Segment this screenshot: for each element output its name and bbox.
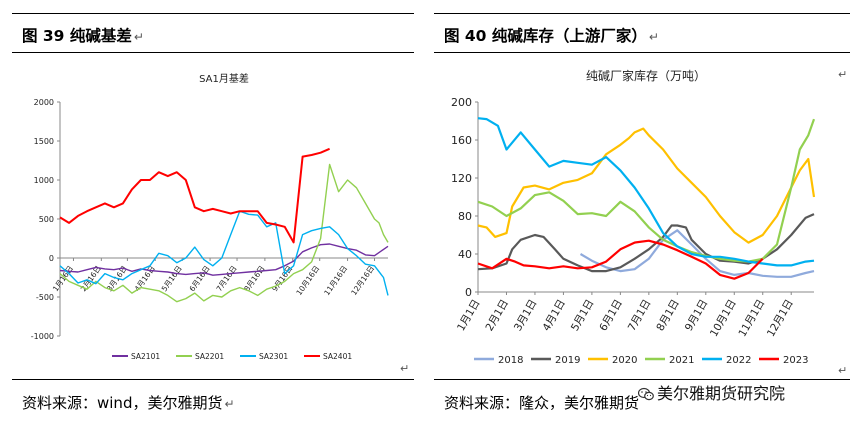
y-tick-label: 0: [465, 286, 472, 299]
series-line-2018: [579, 229, 815, 278]
legend-label-sa2101: SA2101: [131, 352, 160, 361]
y-tick-label: 120: [451, 172, 472, 185]
y-tick-label: 200: [451, 96, 472, 109]
legend-label-2022: 2022: [726, 355, 751, 366]
series-line-2023: [477, 239, 764, 280]
source-rule-left: [12, 379, 414, 380]
figure-40-title: 图 40 纯碱库存（上游厂家） ↵: [444, 24, 659, 46]
series-line-2022: [477, 117, 815, 267]
paragraph-mark-icon: ↵: [838, 364, 848, 377]
series-line-sa2301: [59, 210, 389, 296]
x-tick-label: 8月16日: [242, 264, 266, 293]
x-tick-label: 10月1日: [708, 298, 739, 340]
title-rule-right: [434, 52, 850, 53]
y-tick-label: 1500: [34, 137, 54, 146]
x-tick-label: 5月1日: [569, 298, 597, 334]
figure-39-title-text: 图 39 纯碱基差: [22, 27, 132, 45]
x-tick-label: 2月1日: [483, 298, 511, 334]
legend-label-2021: 2021: [669, 355, 694, 366]
paragraph-mark-icon: ↵: [838, 68, 848, 81]
legend-label-sa2401: SA2401: [323, 352, 352, 361]
y-tick-label: -500: [36, 293, 54, 302]
chart-title: 纯碱厂家库存（万吨）: [586, 68, 706, 83]
x-tick-label: 10月16日: [294, 264, 321, 297]
y-tick-label: 160: [451, 134, 472, 147]
figure-39-title: 图 39 纯碱基差 ↵: [22, 24, 144, 46]
watermark-text: 美尔雅期货研究院: [657, 384, 786, 403]
legend-label-2023: 2023: [783, 355, 808, 366]
x-tick-label: 11月1日: [736, 298, 767, 340]
legend-label-2018: 2018: [498, 355, 523, 366]
series-line-sa2401: [59, 147, 330, 244]
legend-label-2019: 2019: [555, 355, 580, 366]
paragraph-mark-icon: ↵: [648, 30, 659, 44]
x-tick-label: 3月1日: [512, 298, 540, 334]
figure-40-title-text: 图 40 纯碱库存（上游厂家）: [444, 27, 647, 45]
y-tick-label: 0: [49, 254, 54, 263]
source-note-right: 资料来源：隆众，美尔雅期货: [444, 392, 639, 413]
y-tick-label: 40: [458, 248, 472, 261]
source-text: 资料来源：隆众，美尔雅期货: [444, 394, 640, 412]
top-rule-right: [434, 13, 850, 14]
y-tick-label: 1000: [34, 176, 54, 185]
top-rule-left: [12, 13, 414, 14]
x-tick-label: 12月1日: [765, 298, 796, 340]
paragraph-mark-icon: ↵: [224, 397, 235, 411]
series-line-sa2201: [59, 163, 389, 303]
source-text: 资料来源：wind，美尔雅期货: [22, 394, 223, 412]
paragraph-mark-icon: ↵: [400, 362, 410, 375]
inventory-chart: 纯碱厂家库存（万吨） 0 40 80 120 160 200 1月1日 2月1日 3月1日 4月1日…: [451, 68, 816, 366]
x-tick-label: 5月16日: [160, 264, 184, 293]
x-tick-label: 6月1日: [597, 298, 625, 334]
title-rule-left: [12, 52, 414, 53]
y-tick-label: 80: [458, 210, 472, 223]
x-tick-label: 12月16日: [349, 264, 376, 297]
wechat-icon: [638, 387, 654, 401]
chart-title: SA1月基差: [199, 72, 249, 85]
x-tick-label: 6月16日: [188, 264, 212, 293]
legend-label-sa2201: SA2201: [195, 352, 224, 361]
x-tick-label: 7月1日: [626, 298, 654, 334]
y-tick-label: 2000: [34, 98, 54, 107]
x-tick-label: 4月1日: [540, 298, 568, 334]
x-tick-label: 11月16日: [322, 264, 349, 297]
series-line-2021: [477, 118, 816, 263]
x-tick-label: 9月1日: [683, 298, 711, 334]
series-line-2020: [477, 127, 816, 244]
legend-label-sa2301: SA2301: [259, 352, 288, 361]
y-tick-label: 500: [39, 215, 54, 224]
paragraph-mark-icon: ↵: [133, 30, 144, 44]
x-tick-label: 1月1日: [455, 298, 483, 334]
y-tick-label: -1000: [31, 332, 54, 341]
source-rule-right: [434, 379, 850, 380]
series-line-sa2101: [59, 243, 389, 276]
source-note-left: 资料来源：wind，美尔雅期货 ↵: [22, 392, 235, 413]
watermark: 美尔雅期货研究院: [638, 380, 785, 404]
legend-label-2020: 2020: [612, 355, 637, 366]
x-tick-label: 8月1日: [654, 298, 682, 334]
